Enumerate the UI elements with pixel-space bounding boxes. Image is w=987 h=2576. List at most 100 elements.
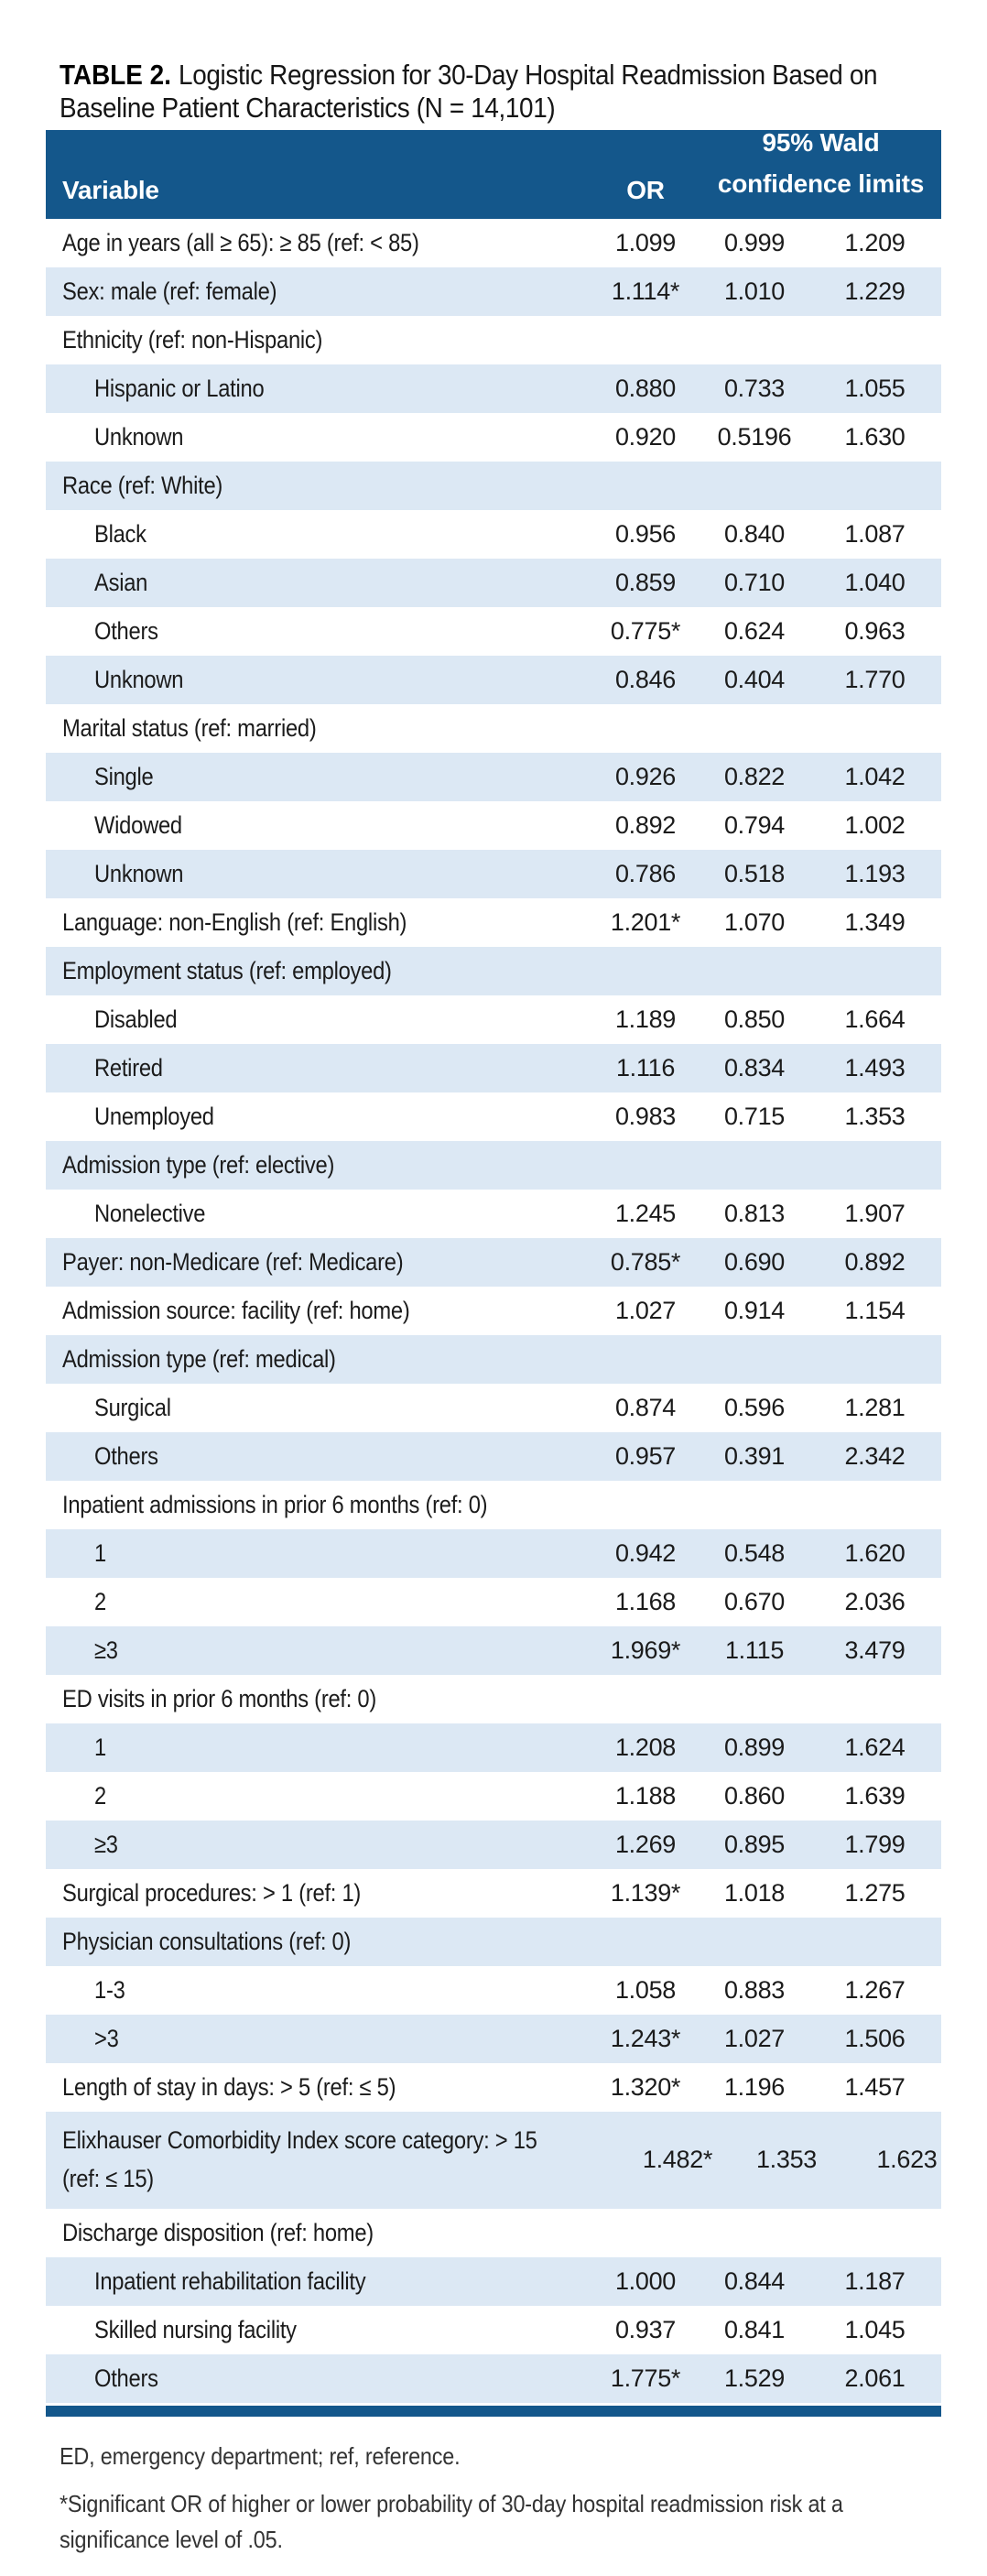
- variable-cell: Others: [46, 617, 591, 646]
- ci-upper-value: 1.055: [844, 374, 906, 402]
- row-label: Others: [94, 1441, 158, 1470]
- ci-lower-value: 0.404: [723, 665, 786, 693]
- ci-upper-value: 1.620: [844, 1538, 906, 1567]
- or-value: 1.243*: [610, 2024, 681, 2052]
- variable-cell: Admission type (ref: elective): [46, 1151, 591, 1179]
- table-row: Others 0.957 0.391 2.342: [46, 1431, 941, 1481]
- table-body: Age in years (all ≥ 65): ≥ 85 (ref: < 85…: [46, 219, 941, 2403]
- or-value: 0.859: [614, 568, 677, 596]
- ci-lower-value: 0.841: [723, 2315, 786, 2343]
- ci-lower-value: 1.018: [723, 1878, 786, 1907]
- ci-lower-value: 0.834: [723, 1053, 786, 1081]
- variable-cell: Surgical procedures: > 1 (ref: 1): [46, 1879, 591, 1908]
- ci-upper-value: 1.275: [844, 1878, 906, 1907]
- ci-lower-value: 0.690: [723, 1247, 786, 1276]
- or-value: 0.926: [614, 762, 677, 790]
- row-label: Race (ref: White): [62, 471, 223, 499]
- table-row: Asian 0.859 0.710 1.040: [46, 558, 941, 607]
- section-header-row: ED visits in prior 6 months (ref: 0): [46, 1675, 941, 1723]
- table-row: Language: non-English (ref: English) 1.20…: [46, 898, 941, 947]
- table-row: ≥3 1.269 0.895 1.799: [46, 1820, 941, 1869]
- row-label: Surgical procedures: > 1 (ref: 1): [62, 1878, 362, 1907]
- row-label: Disabled: [94, 1005, 178, 1033]
- ci-upper-value: 0.892: [844, 1247, 906, 1276]
- ci-lower-value: 0.999: [723, 228, 786, 256]
- significance-note: *Significant OR of higher or lower proba…: [60, 2489, 843, 2553]
- row-label: Admission type (ref: medical): [62, 1344, 336, 1373]
- ci-lower-value: 1.070: [723, 908, 786, 936]
- section-header-row: Admission type (ref: medical): [46, 1334, 941, 1384]
- ci-upper-value: 1.187: [844, 2266, 906, 2295]
- table-row: Disabled 1.189 0.850 1.664: [46, 995, 941, 1044]
- table-row: Hispanic or Latino 0.880 0.733 1.055: [46, 364, 941, 413]
- or-value: 0.983: [614, 1102, 677, 1130]
- ci-lower-value: 0.914: [723, 1296, 786, 1324]
- ci-upper-value: 1.624: [844, 1733, 906, 1761]
- ci-lower-value: 0.822: [723, 762, 786, 790]
- variable-cell: Unemployed: [46, 1103, 591, 1131]
- variable-cell: Inpatient admissions in prior 6 months (…: [46, 1491, 591, 1519]
- section-header-row: Admission type (ref: elective): [46, 1140, 941, 1190]
- or-value: 0.874: [614, 1393, 677, 1421]
- variable-cell: Nonelective: [46, 1200, 591, 1228]
- row-label: ED visits in prior 6 months (ref: 0): [62, 1684, 377, 1712]
- variable-cell: Disabled: [46, 1005, 591, 1034]
- variable-cell: Others: [46, 1442, 591, 1471]
- ci-lower-value: 0.850: [723, 1005, 786, 1033]
- ci-lower-value: 0.5196: [717, 422, 792, 451]
- section-header-row: Physician consultations (ref: 0): [46, 1917, 941, 1966]
- or-value: 0.880: [614, 374, 677, 402]
- variable-cell: Admission type (ref: medical): [46, 1345, 591, 1374]
- or-value: 1.168: [614, 1587, 677, 1615]
- ci-upper-value: 1.087: [844, 519, 906, 548]
- or-value: 1.201*: [610, 908, 681, 936]
- variable-cell: >3: [46, 2025, 591, 2053]
- table-row: Surgical procedures: > 1 (ref: 1) 1.139* 1…: [46, 1869, 941, 1918]
- ci-lower-value: 0.899: [723, 1733, 786, 1761]
- variable-cell: Length of stay in days: > 5 (ref: ≤ 5): [46, 2073, 591, 2102]
- ci-lower-value: 0.895: [723, 1830, 786, 1858]
- table-row: 1 1.208 0.899 1.624: [46, 1723, 941, 1772]
- row-label: Employment status (ref: employed): [62, 956, 392, 984]
- row-label: Admission source: facility (ref: home): [62, 1296, 410, 1324]
- ci-upper-value: 1.154: [844, 1296, 906, 1324]
- variable-cell: ≥3: [46, 1636, 591, 1665]
- ci-header-line1: 95% Wald: [762, 128, 880, 158]
- regression-table: Variable OR 95% Wald confidence limits A…: [46, 128, 941, 2417]
- row-label: Language: non-English (ref: English): [62, 908, 407, 936]
- row-label: Unknown: [94, 665, 184, 693]
- variable-cell: Unknown: [46, 860, 591, 888]
- ci-upper-value: 0.963: [844, 616, 906, 645]
- row-label: Unknown: [94, 859, 184, 887]
- variable-cell: Admission source: facility (ref: home): [46, 1297, 591, 1325]
- or-value: 1.114*: [611, 277, 680, 305]
- or-value: 1.139*: [610, 1878, 681, 1907]
- section-header-row: Inpatient admissions in prior 6 months (…: [46, 1481, 941, 1529]
- variable-cell: 2: [46, 1588, 591, 1616]
- row-label: Age in years (all ≥ 65): ≥ 85 (ref: < 85…: [62, 228, 419, 256]
- or-value: 1.245: [614, 1199, 677, 1227]
- row-label: Elixhauser Comorbidity Index score categ…: [62, 2126, 537, 2192]
- table-row: Nonelective 1.245 0.813 1.907: [46, 1190, 941, 1238]
- ci-upper-value: 1.045: [844, 2315, 906, 2343]
- or-value: 0.892: [614, 810, 677, 839]
- row-label: Hispanic or Latino: [94, 374, 265, 402]
- ci-lower-value: 1.529: [723, 2364, 786, 2392]
- table-row: Retired 1.116 0.834 1.493: [46, 1043, 941, 1092]
- ci-lower-value: 0.715: [723, 1102, 786, 1130]
- ci-upper-value: 1.209: [844, 228, 906, 256]
- variable-cell: 1: [46, 1539, 591, 1568]
- table-row: Elixhauser Comorbidity Index score categ…: [46, 2111, 941, 2209]
- table-row: Widowed 0.892 0.794 1.002: [46, 801, 941, 850]
- or-value: 0.786: [614, 859, 677, 887]
- table-row: Admission source: facility (ref: home) 1.…: [46, 1287, 941, 1335]
- row-label: Asian: [94, 568, 148, 596]
- row-label: Length of stay in days: > 5 (ref: ≤ 5): [62, 2072, 396, 2101]
- ci-lower-value: 0.840: [723, 519, 786, 548]
- table-header-row: Variable OR 95% Wald confidence limits: [46, 128, 941, 219]
- variable-cell: Marital status (ref: married): [46, 714, 591, 743]
- variable-cell: Skilled nursing facility: [46, 2316, 591, 2344]
- section-header-row: Marital status (ref: married): [46, 704, 941, 753]
- ci-lower-value: 0.548: [723, 1538, 786, 1567]
- row-label: Unknown: [94, 422, 184, 451]
